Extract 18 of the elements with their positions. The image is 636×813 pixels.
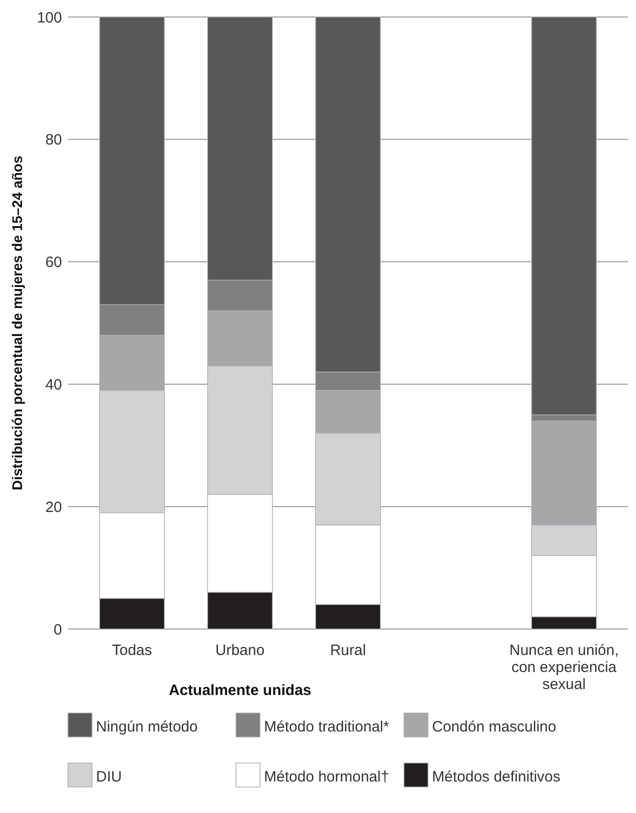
y-tick-label: 80 <box>45 132 62 149</box>
y-tick-label: 40 <box>45 376 62 394</box>
legend-label: DIU <box>96 768 122 786</box>
y-tick-label: 100 <box>36 9 62 26</box>
x-tick-label: Todas <box>112 642 152 659</box>
y-axis-title: Distribución porcentual de mujeres de 15–24 años <box>9 156 25 490</box>
legend-label: Ningún método <box>96 718 198 736</box>
x-tick-label: Nunca en unión, con experiencia sexual <box>509 642 619 693</box>
x-axis-title: Actualmente unidas <box>168 682 312 699</box>
legend-label: Condón masculino <box>432 718 556 736</box>
legend-label: Método hormonal† <box>264 768 390 786</box>
x-tick-label: Urbano <box>215 642 265 659</box>
y-tick-label: 0 <box>54 621 62 638</box>
x-tick-label: Rural <box>330 642 366 659</box>
legend-label: Métodos definitivos <box>432 768 560 786</box>
y-tick-label: 20 <box>45 498 62 516</box>
y-tick-label: 60 <box>45 254 62 272</box>
legend-label: Método traditional* <box>264 718 390 736</box>
